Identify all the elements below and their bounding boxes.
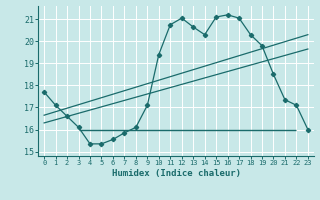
X-axis label: Humidex (Indice chaleur): Humidex (Indice chaleur) [111, 169, 241, 178]
